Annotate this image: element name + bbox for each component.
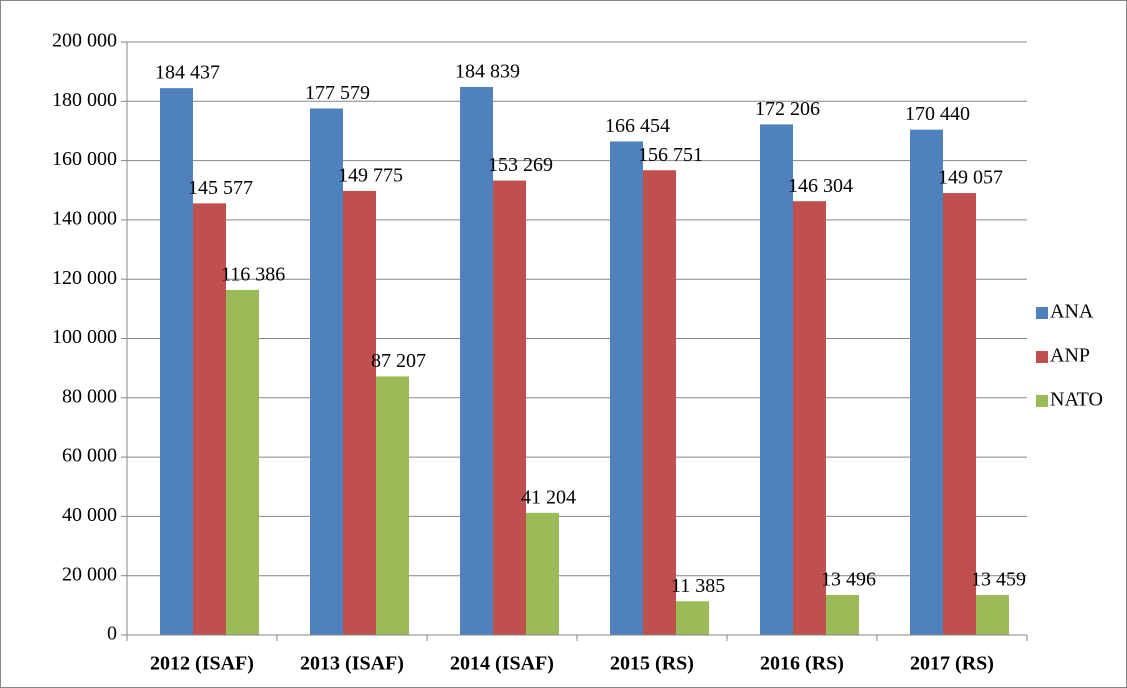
bar — [226, 289, 259, 635]
bar — [376, 376, 409, 635]
data-label: 166 454 — [605, 115, 670, 137]
y-tick-label: 160 000 — [52, 148, 117, 170]
legend-swatch — [1036, 307, 1048, 319]
bar — [760, 124, 793, 635]
y-tick-label: 180 000 — [52, 89, 117, 111]
data-label: 153 269 — [488, 154, 553, 176]
bar — [943, 193, 976, 635]
bar — [910, 129, 943, 636]
y-tick-label: 60 000 — [62, 445, 117, 467]
bar — [526, 512, 559, 635]
data-label: 116 386 — [221, 264, 285, 286]
data-label: 13 459 — [971, 569, 1026, 591]
data-label: 170 440 — [905, 103, 970, 125]
y-tick-label: 0 — [107, 623, 117, 645]
y-tick-label: 40 000 — [62, 504, 117, 526]
y-tick-label: 100 000 — [52, 326, 117, 348]
y-tick-label: 80 000 — [62, 385, 117, 407]
bar — [793, 201, 826, 636]
data-label: 13 496 — [821, 569, 876, 591]
data-label: 41 204 — [521, 486, 576, 508]
legend-swatch — [1036, 351, 1048, 363]
data-label: 11 385 — [671, 575, 725, 597]
data-label: 184 437 — [155, 62, 220, 84]
bar — [310, 108, 343, 635]
data-label: 184 839 — [455, 61, 520, 83]
x-tick-label: 2015 (RS) — [610, 653, 694, 675]
data-label: 145 577 — [188, 177, 253, 199]
y-tick-label: 120 000 — [52, 267, 117, 289]
x-tick-label: 2016 (RS) — [760, 653, 844, 675]
data-label: 146 304 — [788, 175, 853, 197]
bar — [610, 141, 643, 636]
bar — [676, 601, 709, 635]
data-label: 87 207 — [371, 350, 426, 372]
legend-label: ANP — [1050, 345, 1090, 367]
bar — [193, 203, 226, 635]
data-label: 172 206 — [755, 98, 820, 120]
x-tick-label: 2014 (ISAF) — [450, 653, 554, 675]
y-tick-label: 140 000 — [52, 207, 117, 229]
bar — [460, 86, 493, 635]
data-label: 177 579 — [305, 82, 370, 104]
data-label: 156 751 — [638, 144, 703, 166]
bar — [826, 594, 859, 635]
bar — [343, 190, 376, 636]
x-tick-label: 2017 (RS) — [910, 653, 994, 675]
data-label: 149 057 — [938, 167, 1003, 189]
bar — [493, 180, 526, 635]
legend-swatch — [1036, 395, 1048, 407]
legend-label: ANA — [1050, 301, 1094, 323]
y-tick-label: 20 000 — [62, 563, 117, 585]
bar — [160, 88, 193, 636]
y-tick-label: 200 000 — [52, 30, 117, 52]
bar — [643, 170, 676, 636]
x-tick-label: 2013 (ISAF) — [300, 653, 404, 675]
data-label: 149 775 — [338, 165, 403, 187]
bar — [976, 595, 1009, 635]
legend-label: NATO — [1050, 389, 1103, 411]
x-tick-label: 2012 (ISAF) — [150, 653, 254, 675]
